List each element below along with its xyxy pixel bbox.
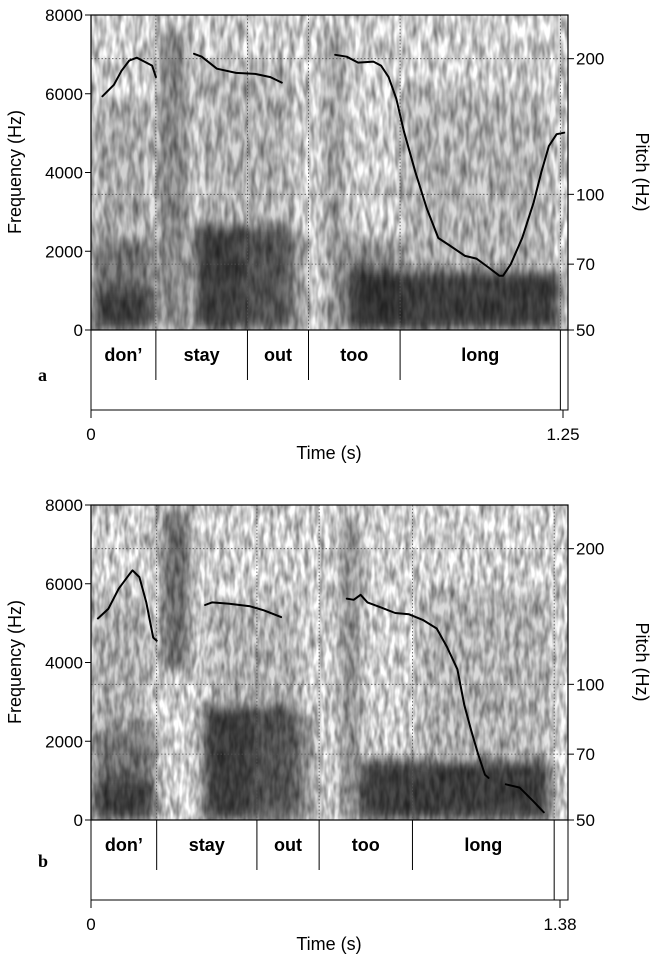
panel-a: 0 2000 4000 6000 8000 50 70 100 200 Frequency (…	[5, 6, 651, 463]
word-label: out	[264, 345, 292, 365]
panel-b: 0 2000 4000 6000 8000 50 70 100 200 Frequency (…	[5, 496, 651, 954]
pitch-contour-segment	[96, 569, 158, 642]
frequency-tick-label: 4000	[45, 654, 83, 673]
panel-label-a: a	[38, 365, 47, 385]
word-label: too	[352, 835, 380, 855]
pitch-tick-label: 70	[576, 255, 595, 274]
frequency-tick-label: 4000	[45, 164, 83, 183]
time-ticks-b: 0 1.38	[86, 900, 577, 934]
spectrogram-a	[91, 15, 568, 330]
frequency-tick-label: 0	[74, 811, 83, 830]
pitch-tick-label: 100	[576, 675, 604, 694]
frequency-tick-label: 0	[74, 321, 83, 340]
pitch-tick-label: 50	[576, 321, 595, 340]
pitch-contour-a	[101, 52, 566, 277]
word-label: too	[340, 345, 368, 365]
time-ticks-a: 0 1.25	[86, 410, 580, 444]
time-tick-label: 1.38	[543, 915, 576, 934]
frequency-tick-label: 6000	[45, 85, 83, 104]
pitch-tick-label: 70	[576, 745, 595, 764]
pitch-contour-segment	[334, 53, 566, 277]
word-label: long	[461, 345, 499, 365]
frequency-axis-label-b: Frequency (Hz)	[5, 600, 25, 724]
panel-label-b: b	[38, 851, 48, 871]
pitch-ticks-b: 50 70 100 200	[568, 540, 604, 830]
frequency-tick-label: 2000	[45, 732, 83, 751]
time-tick-label: 0	[86, 425, 95, 444]
pitch-axis-label-b: Pitch (Hz)	[632, 622, 651, 701]
pitch-contour-segment	[504, 783, 545, 814]
frequency-tick-label: 6000	[45, 575, 83, 594]
word-label: don’	[104, 345, 142, 365]
time-axis-label-a: Time (s)	[296, 443, 361, 463]
pitch-ticks-a: 50 70 100 200	[568, 50, 604, 340]
time-tick-label: 1.25	[546, 425, 579, 444]
pitch-contour-segment	[193, 52, 283, 84]
word-label: don’	[105, 835, 143, 855]
word-tier-b: don’ stay out too long	[90, 819, 569, 901]
pitch-tick-label: 50	[576, 811, 595, 830]
frequency-ticks-b: 0 2000 4000 6000 8000	[45, 496, 91, 830]
pitch-tick-label: 200	[576, 50, 604, 69]
pitch-axis-label-a: Pitch (Hz)	[632, 132, 651, 211]
gridlines-b	[91, 505, 568, 820]
frequency-axis-label-a: Frequency (Hz)	[5, 110, 25, 234]
spectrogram-b	[91, 505, 568, 820]
gridlines-a	[91, 15, 568, 330]
pitch-tick-label: 200	[576, 540, 604, 559]
pitch-contour-segment	[204, 601, 283, 619]
pitch-contour-segment	[101, 56, 157, 98]
word-tier-a: don’ stay out too long	[90, 329, 569, 411]
frequency-tick-label: 2000	[45, 242, 83, 261]
word-label: out	[274, 835, 302, 855]
word-label: stay	[189, 835, 225, 855]
pitch-contour-segment	[345, 593, 490, 779]
frequency-tick-label: 8000	[45, 496, 83, 515]
pitch-contour-b	[96, 569, 545, 814]
time-tick-label: 0	[86, 915, 95, 934]
frequency-tick-label: 8000	[45, 6, 83, 25]
word-label: long	[464, 835, 502, 855]
pitch-tick-label: 100	[576, 185, 604, 204]
time-axis-label-b: Time (s)	[296, 934, 361, 954]
frequency-ticks-a: 0 2000 4000 6000 8000	[45, 6, 91, 340]
word-label: stay	[184, 345, 220, 365]
